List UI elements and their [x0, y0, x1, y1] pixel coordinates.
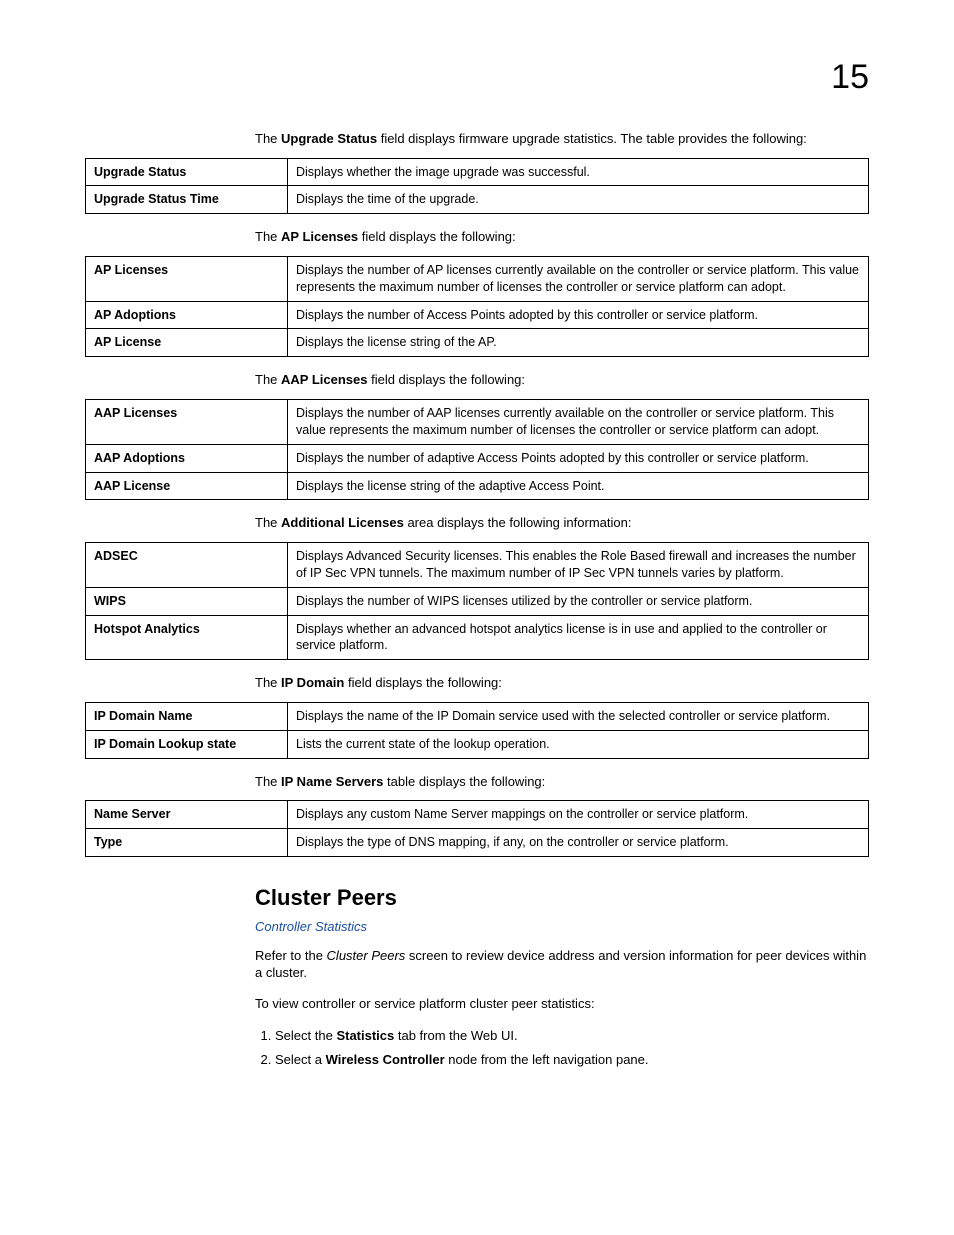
- field-label: Name Server: [86, 801, 288, 829]
- bold: Additional Licenses: [281, 515, 404, 530]
- field-label: Upgrade Status: [86, 158, 288, 186]
- intro-ip-name-servers: The IP Name Servers table displays the f…: [255, 773, 869, 791]
- table-row: AP License Displays the license string o…: [86, 329, 869, 357]
- text: field displays the following:: [367, 372, 525, 387]
- field-desc: Displays the time of the upgrade.: [288, 186, 869, 214]
- table-ip-name-servers: Name Server Displays any custom Name Ser…: [85, 800, 869, 857]
- steps-list: Select the Statistics tab from the Web U…: [255, 1026, 869, 1072]
- field-label: IP Domain Name: [86, 702, 288, 730]
- table-row: AP Adoptions Displays the number of Acce…: [86, 301, 869, 329]
- table-upgrade-status: Upgrade Status Displays whether the imag…: [85, 158, 869, 215]
- field-desc: Displays the license string of the AP.: [288, 329, 869, 357]
- text: field displays the following:: [358, 229, 516, 244]
- text: Refer to the: [255, 948, 327, 963]
- text: The: [255, 515, 281, 530]
- field-desc: Displays whether the image upgrade was s…: [288, 158, 869, 186]
- table-row: Name Server Displays any custom Name Ser…: [86, 801, 869, 829]
- bold: AP Licenses: [281, 229, 358, 244]
- intro-aap-licenses: The AAP Licenses field displays the foll…: [255, 371, 869, 389]
- text: The: [255, 229, 281, 244]
- text: Select the: [275, 1028, 336, 1043]
- table-row: AAP Licenses Displays the number of AAP …: [86, 399, 869, 444]
- field-label: AP License: [86, 329, 288, 357]
- field-desc: Displays the number of AP licenses curre…: [288, 256, 869, 301]
- list-item: Select the Statistics tab from the Web U…: [275, 1026, 869, 1047]
- field-desc: Lists the current state of the lookup op…: [288, 730, 869, 758]
- bold: Upgrade Status: [281, 131, 377, 146]
- field-desc: Displays the license string of the adapt…: [288, 472, 869, 500]
- table-row: AAP License Displays the license string …: [86, 472, 869, 500]
- field-label: Type: [86, 829, 288, 857]
- intro-additional-licenses: The Additional Licenses area displays th…: [255, 514, 869, 532]
- table-row: IP Domain Lookup state Lists the current…: [86, 730, 869, 758]
- paragraph: Refer to the Cluster Peers screen to rev…: [255, 947, 869, 982]
- table-row: Upgrade Status Displays whether the imag…: [86, 158, 869, 186]
- field-label: IP Domain Lookup state: [86, 730, 288, 758]
- table-aap-licenses: AAP Licenses Displays the number of AAP …: [85, 399, 869, 501]
- text: node from the left navigation pane.: [445, 1052, 649, 1067]
- text: table displays the following:: [383, 774, 545, 789]
- intro-ap-licenses: The AP Licenses field displays the follo…: [255, 228, 869, 246]
- field-desc: Displays whether an advanced hotspot ana…: [288, 615, 869, 660]
- table-row: IP Domain Name Displays the name of the …: [86, 702, 869, 730]
- field-desc: Displays the type of DNS mapping, if any…: [288, 829, 869, 857]
- table-row: AAP Adoptions Displays the number of ada…: [86, 444, 869, 472]
- page-content: The Upgrade Status field displays firmwa…: [85, 130, 869, 1071]
- text: Select a: [275, 1052, 326, 1067]
- text: The: [255, 774, 281, 789]
- field-label: Hotspot Analytics: [86, 615, 288, 660]
- field-label: WIPS: [86, 587, 288, 615]
- field-label: AAP Adoptions: [86, 444, 288, 472]
- bold: IP Name Servers: [281, 774, 383, 789]
- field-desc: Displays the number of AAP licenses curr…: [288, 399, 869, 444]
- field-label: Upgrade Status Time: [86, 186, 288, 214]
- bold: AAP Licenses: [281, 372, 367, 387]
- field-desc: Displays the number of WIPS licenses uti…: [288, 587, 869, 615]
- text: field displays the following:: [344, 675, 502, 690]
- table-additional-licenses: ADSEC Displays Advanced Security license…: [85, 542, 869, 660]
- table-row: AP Licenses Displays the number of AP li…: [86, 256, 869, 301]
- table-row: Upgrade Status Time Displays the time of…: [86, 186, 869, 214]
- text: area displays the following information:: [404, 515, 632, 530]
- field-desc: Displays the number of adaptive Access P…: [288, 444, 869, 472]
- field-label: ADSEC: [86, 542, 288, 587]
- text: field displays firmware upgrade statisti…: [377, 131, 807, 146]
- field-label: AAP License: [86, 472, 288, 500]
- italic: Cluster Peers: [327, 948, 406, 963]
- text: tab from the Web UI.: [394, 1028, 517, 1043]
- text: The: [255, 372, 281, 387]
- intro-upgrade-status: The Upgrade Status field displays firmwa…: [255, 130, 869, 148]
- field-label: AP Licenses: [86, 256, 288, 301]
- bold: Wireless Controller: [326, 1052, 445, 1067]
- field-desc: Displays any custom Name Server mappings…: [288, 801, 869, 829]
- field-label: AAP Licenses: [86, 399, 288, 444]
- field-desc: Displays the number of Access Points ado…: [288, 301, 869, 329]
- chapter-number: 15: [831, 58, 869, 97]
- field-label: AP Adoptions: [86, 301, 288, 329]
- bold: Statistics: [336, 1028, 394, 1043]
- page: 15 The Upgrade Status field displays fir…: [0, 0, 954, 1235]
- table-ap-licenses: AP Licenses Displays the number of AP li…: [85, 256, 869, 358]
- field-desc: Displays Advanced Security licenses. Thi…: [288, 542, 869, 587]
- table-ip-domain: IP Domain Name Displays the name of the …: [85, 702, 869, 759]
- field-desc: Displays the name of the IP Domain servi…: [288, 702, 869, 730]
- bold: IP Domain: [281, 675, 344, 690]
- table-row: Hotspot Analytics Displays whether an ad…: [86, 615, 869, 660]
- section-title-cluster-peers: Cluster Peers: [255, 885, 869, 911]
- paragraph: To view controller or service platform c…: [255, 995, 869, 1013]
- table-row: WIPS Displays the number of WIPS license…: [86, 587, 869, 615]
- section-subhead-link[interactable]: Controller Statistics: [255, 919, 869, 934]
- intro-ip-domain: The IP Domain field displays the followi…: [255, 674, 869, 692]
- text: The: [255, 675, 281, 690]
- table-row: ADSEC Displays Advanced Security license…: [86, 542, 869, 587]
- table-row: Type Displays the type of DNS mapping, i…: [86, 829, 869, 857]
- list-item: Select a Wireless Controller node from t…: [275, 1050, 869, 1071]
- text: The: [255, 131, 281, 146]
